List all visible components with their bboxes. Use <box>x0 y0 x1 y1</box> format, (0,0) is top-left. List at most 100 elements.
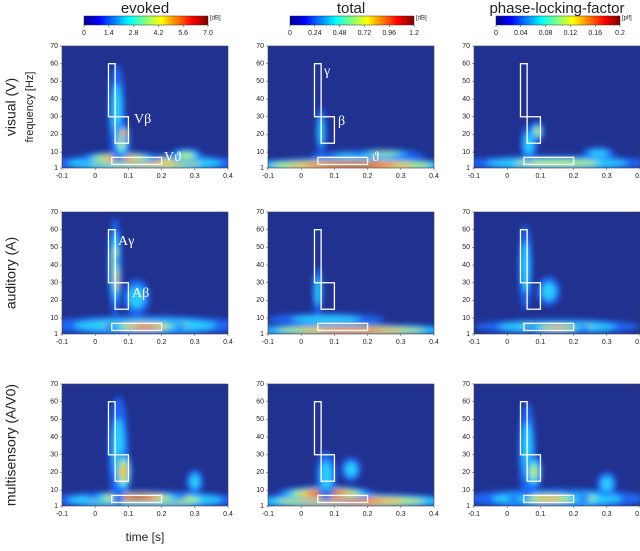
x-tick-label: 0.2 <box>157 173 167 180</box>
x-tick-label: 0.3 <box>396 511 406 518</box>
y-tick-label: 20 <box>256 297 264 304</box>
colorbar <box>289 15 415 26</box>
y-tick-label: 70 <box>50 209 58 216</box>
colorbar-tick-label: 0.24 <box>308 30 322 37</box>
x-tick-label: 0.4 <box>223 173 233 180</box>
y-tick-label: 60 <box>462 227 470 234</box>
colorbar-tick-label: 0.12 <box>564 30 578 37</box>
x-tick-label: 0.4 <box>429 511 439 518</box>
roi-box <box>526 282 542 310</box>
heatmap-background <box>62 384 228 506</box>
y-tick-label: 70 <box>462 381 470 388</box>
y-tick-label: 10 <box>50 315 58 322</box>
x-tick-label: 0.1 <box>330 511 340 518</box>
y-tick-label: 60 <box>50 399 58 406</box>
roi-box <box>114 282 130 310</box>
y-tick-label: 1 <box>466 331 470 338</box>
y-tick-label: 10 <box>256 315 264 322</box>
row-label: multisensory (A/V0) <box>3 384 19 506</box>
y-tick-label: 60 <box>462 61 470 68</box>
x-tick-label: 0.1 <box>124 173 134 180</box>
x-tick-label: -0.1 <box>56 173 68 180</box>
y-tick-label: 30 <box>50 114 58 121</box>
x-tick-label: 0.1 <box>124 339 134 346</box>
heatmap-background <box>268 212 434 334</box>
colorbar-tick-label: 1.4 <box>104 30 114 37</box>
y-tick-label: 50 <box>50 244 58 251</box>
x-tick-label: 0.2 <box>363 173 373 180</box>
colorbar-tick-label: 2.8 <box>129 30 139 37</box>
colorbar-tick-label: 0.08 <box>539 30 553 37</box>
roi-box <box>107 401 116 456</box>
annotation: β <box>338 114 345 129</box>
colorbar-tick-label: 0 <box>288 30 292 37</box>
y-tick-label: 1 <box>260 331 264 338</box>
roi-box <box>313 63 322 118</box>
x-axis-label: time [s] <box>126 530 165 544</box>
roi-box <box>526 454 542 482</box>
heatmap-blob <box>133 325 157 329</box>
y-tick-label: 1 <box>54 331 58 338</box>
y-tick-label: 10 <box>462 487 470 494</box>
heatmap-blob <box>545 326 569 330</box>
colorbar-unit: [dB] <box>210 16 221 22</box>
heatmap-background <box>474 46 640 168</box>
y-tick-label: 60 <box>256 227 264 234</box>
heatmap-blob <box>534 496 563 502</box>
y-tick-label: 20 <box>462 131 470 138</box>
x-tick-label: 0.3 <box>602 511 612 518</box>
plot-frame <box>61 45 229 169</box>
annotation: Vϑ <box>164 150 181 165</box>
colorbar-tick-label: 0.04 <box>514 30 528 37</box>
heatmap-field <box>268 266 434 334</box>
heatmap-blob <box>179 152 194 159</box>
y-tick-label: 50 <box>462 78 470 85</box>
heatmap-blob <box>115 270 118 288</box>
colorbar-tick-label: 0.2 <box>615 30 625 37</box>
colorbar-unit: [plf] <box>622 16 632 22</box>
x-tick-label: 0 <box>93 173 97 180</box>
roi-box <box>519 401 528 456</box>
y-tick-label: 30 <box>256 114 264 121</box>
x-tick-label: 0 <box>299 173 303 180</box>
x-tick-label: 0.2 <box>569 173 579 180</box>
colorbar <box>83 15 209 26</box>
x-tick-label: -0.1 <box>56 511 68 518</box>
y-tick-label: 20 <box>256 469 264 476</box>
column-title: total <box>337 0 365 17</box>
roi-box <box>526 116 542 144</box>
heatmap-blob <box>320 460 333 491</box>
y-tick-label: 1 <box>260 165 264 172</box>
x-tick-label: 0.3 <box>602 339 612 346</box>
x-tick-label: 0 <box>93 339 97 346</box>
x-tick-label: 0 <box>299 511 303 518</box>
heatmap-field <box>474 224 640 334</box>
y-tick-label: 10 <box>256 149 264 156</box>
x-tick-label: 0.2 <box>569 339 579 346</box>
annotation: Vβ <box>134 112 151 127</box>
x-tick-label: 0.4 <box>635 511 640 518</box>
heatmap-blob <box>128 286 145 309</box>
y-tick-label: 50 <box>256 78 264 85</box>
roi-box <box>313 229 322 284</box>
y-tick-label: 60 <box>50 61 58 68</box>
heatmap <box>268 384 434 506</box>
y-tick-label: 1 <box>54 165 58 172</box>
heatmap-blob <box>369 151 399 155</box>
plot-frame <box>267 45 435 169</box>
heatmap-blob <box>534 127 540 136</box>
heatmap <box>268 46 434 168</box>
heatmap-blob <box>588 149 609 158</box>
heatmap-blob <box>291 315 361 324</box>
y-tick-label: 10 <box>462 149 470 156</box>
y-tick-label: 30 <box>256 280 264 287</box>
colorbar-tick-label: 0 <box>494 30 498 37</box>
y-tick-label: 30 <box>462 114 470 121</box>
x-tick-label: 0.4 <box>429 173 439 180</box>
y-tick-label: 40 <box>50 434 58 441</box>
colorbar-tick-label: 7.0 <box>203 30 213 37</box>
y-tick-label: 60 <box>462 399 470 406</box>
x-tick-label: 0.1 <box>536 339 546 346</box>
heatmap <box>474 384 640 506</box>
